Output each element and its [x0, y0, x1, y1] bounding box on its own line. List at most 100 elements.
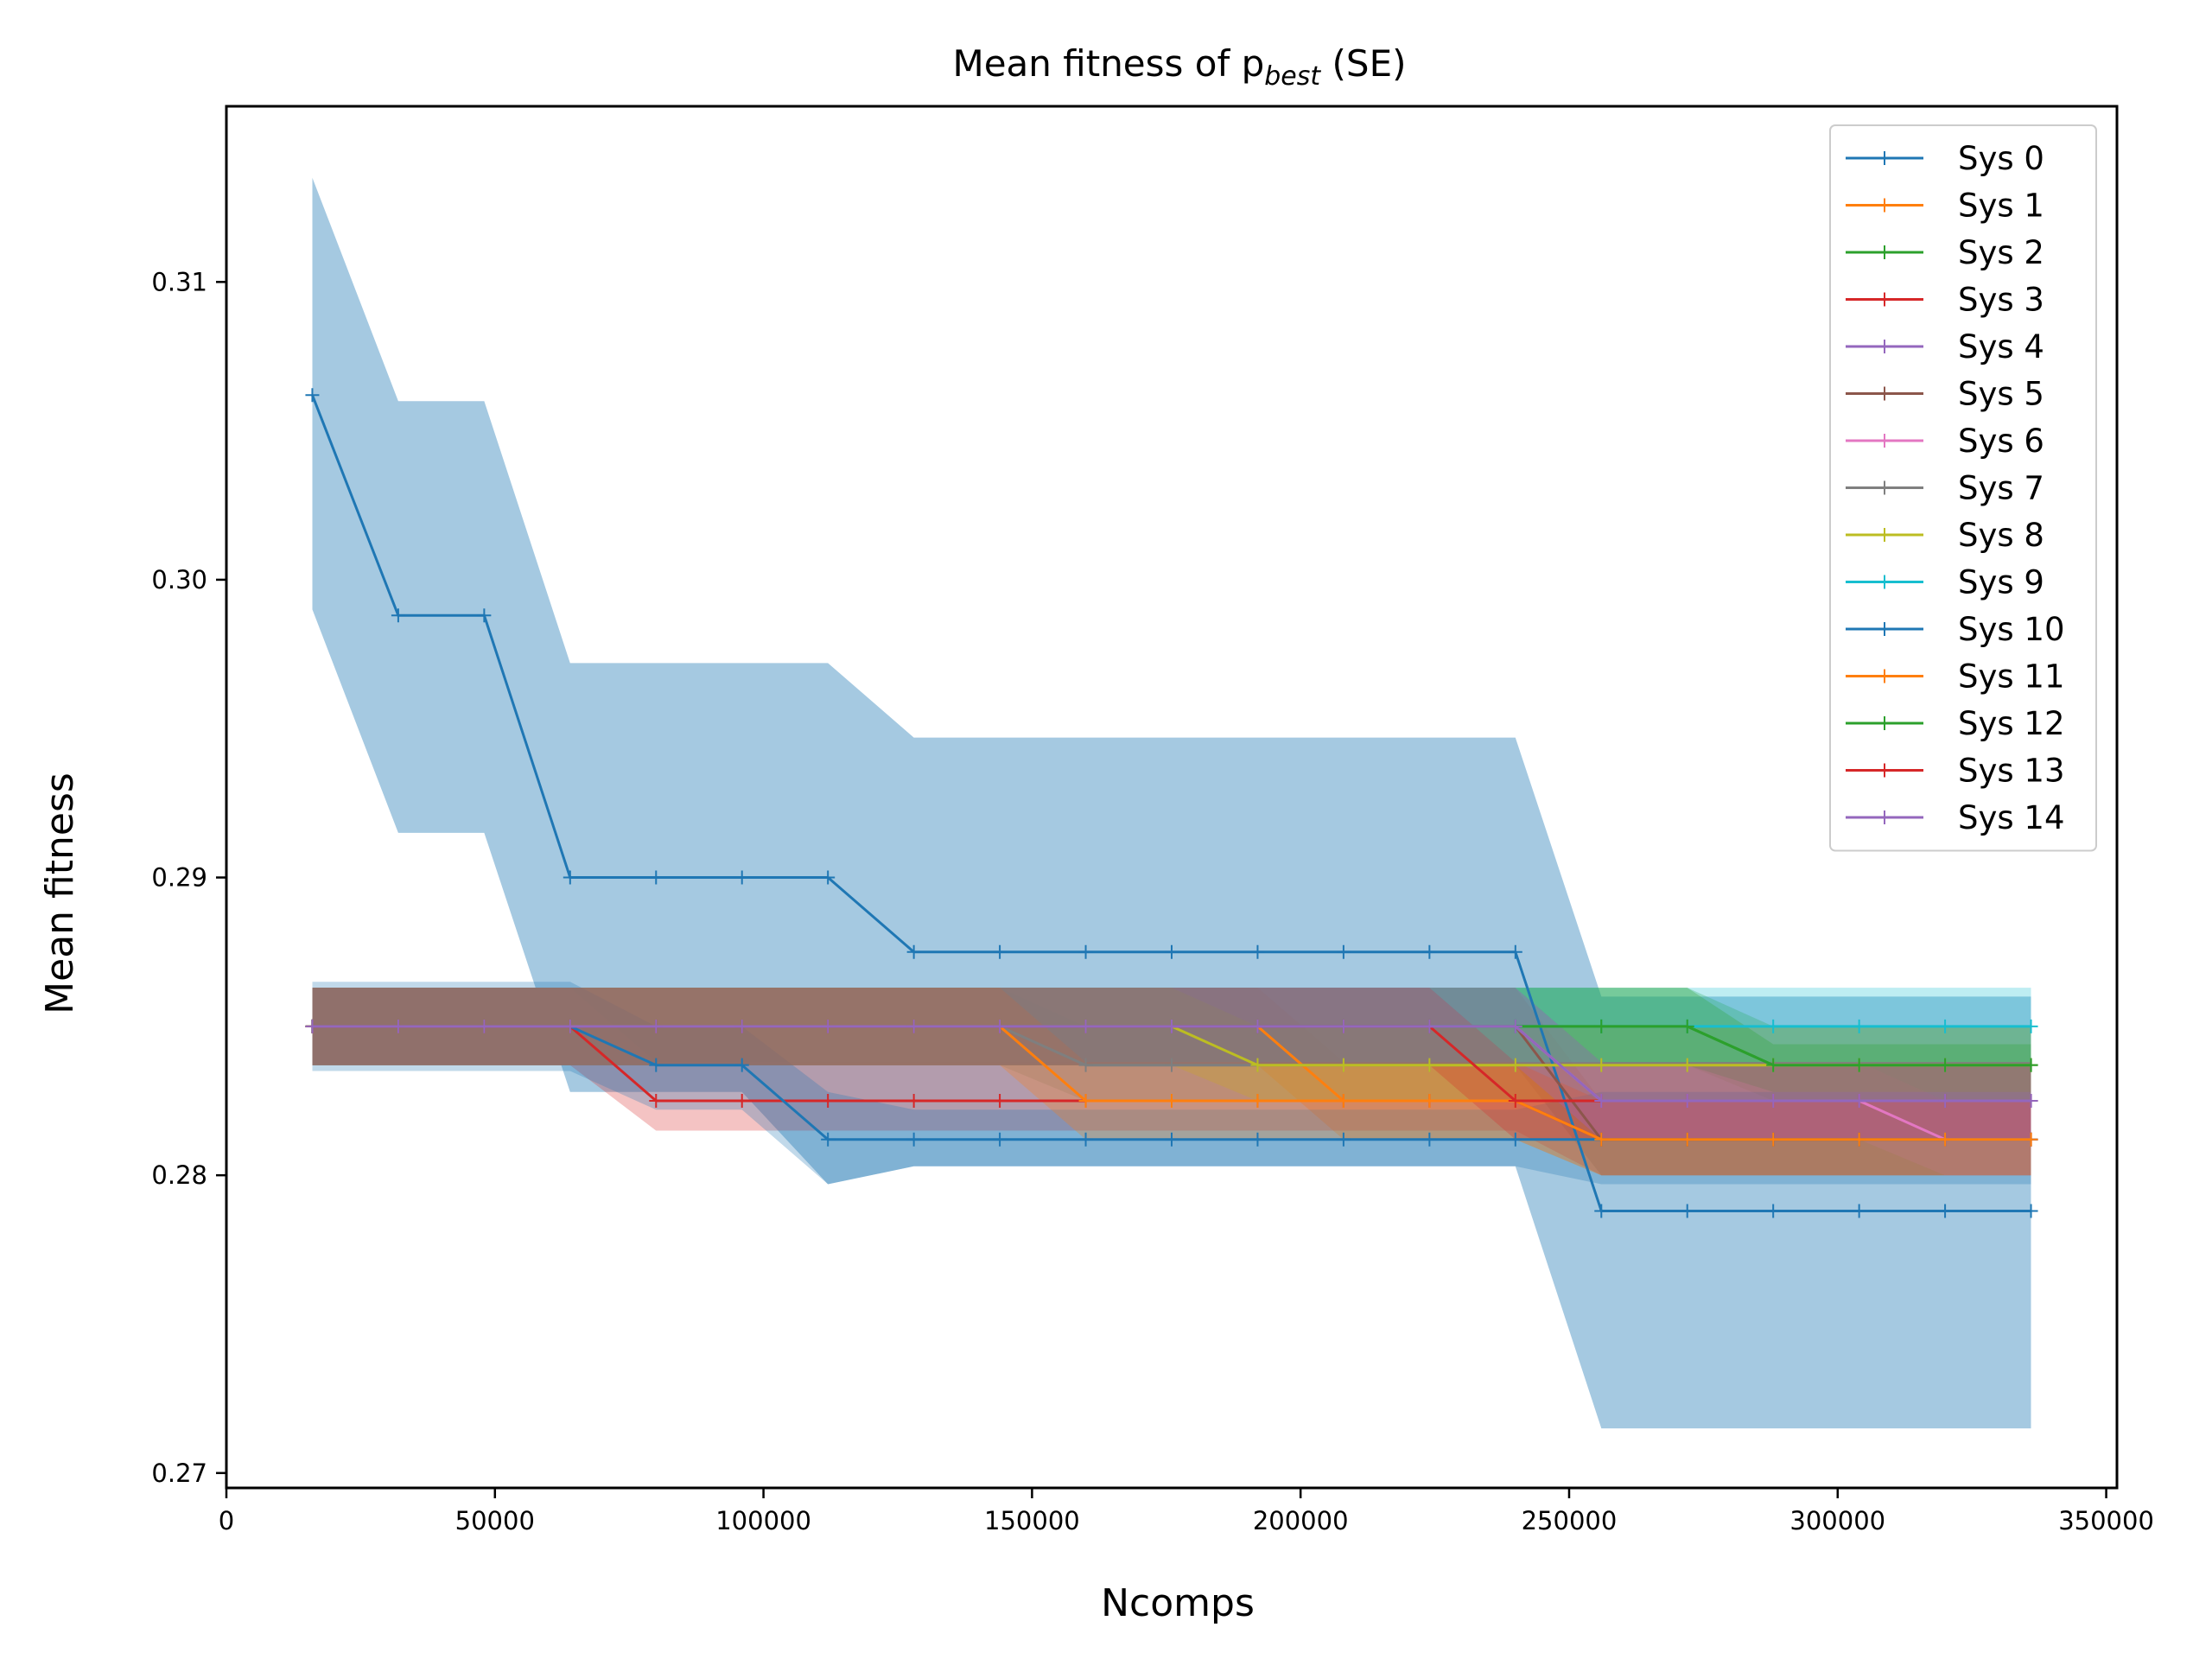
y-tick-label: 0.30 — [151, 565, 207, 594]
legend-marker — [1878, 669, 1891, 683]
chart-title-suffix: (SE) — [1320, 42, 1406, 85]
legend-item-sys-6: Sys 6 — [1846, 423, 2044, 460]
point-sys-11-15 — [1594, 1132, 1609, 1147]
legend-label: Sys 6 — [1958, 423, 2044, 460]
point-sys-3-8 — [993, 1094, 1007, 1108]
legend-label: Sys 7 — [1958, 470, 2044, 507]
point-sys-0-2 — [477, 608, 492, 623]
point-sys-14-6 — [821, 1019, 836, 1033]
y-tick-label: 0.29 — [151, 863, 207, 893]
point-sys-13-14 — [1508, 1094, 1522, 1108]
legend-label: Sys 13 — [1958, 753, 2065, 790]
point-sys-8-13 — [1422, 1058, 1437, 1072]
legend-label: Sys 12 — [1958, 705, 2065, 742]
point-sys-10-7 — [906, 1132, 921, 1147]
point-sys-0-6 — [821, 870, 836, 885]
point-sys-8-16 — [1680, 1058, 1694, 1072]
chart-title-subscript: best — [1264, 61, 1321, 92]
plot-area: 0 50000 100000 150000 200000 250000 300000 3500… — [151, 105, 2154, 1535]
legend-label: Sys 9 — [1958, 564, 2044, 601]
point-sys-10-5 — [734, 1058, 749, 1072]
point-sys-12-20 — [2024, 1058, 2038, 1072]
legend-item-sys-9: Sys 9 — [1846, 564, 2044, 601]
point-sys-11-9 — [1078, 1094, 1093, 1108]
x-tick-label: 100000 — [715, 1506, 811, 1535]
point-sys-11-17 — [1766, 1132, 1781, 1147]
point-sys-11-19 — [1938, 1132, 1953, 1147]
point-sys-14-19 — [1938, 1094, 1953, 1108]
legend-marker — [1878, 434, 1891, 448]
legend-marker — [1878, 386, 1891, 401]
legend-label: Sys 14 — [1958, 799, 2065, 836]
point-sys-14-10 — [1165, 1019, 1179, 1033]
legend-box — [1829, 124, 2097, 852]
series-sys-0 — [305, 388, 2038, 1218]
point-sys-14-18 — [1852, 1094, 1866, 1108]
point-sys-0-11 — [1250, 944, 1265, 959]
point-sys-0-17 — [1766, 1204, 1781, 1218]
point-sys-9-19 — [1938, 1019, 1953, 1033]
point-sys-14-4 — [649, 1019, 664, 1033]
point-sys-14-2 — [477, 1019, 492, 1033]
y-axis-label: Mean fitness — [38, 772, 82, 1014]
legend-marker — [1878, 292, 1891, 307]
legend-label: Sys 4 — [1958, 328, 2044, 365]
legend-marker — [1878, 810, 1891, 824]
point-sys-14-9 — [1078, 1019, 1093, 1033]
legend-item-sys-10: Sys 10 — [1846, 611, 2065, 648]
legend-item-sys-13: Sys 13 — [1846, 753, 2065, 790]
point-sys-10-11 — [1250, 1132, 1265, 1147]
point-sys-0-5 — [734, 870, 749, 885]
point-sys-14-20 — [2024, 1094, 2038, 1108]
error-band-sys-7 — [312, 988, 2031, 1101]
point-sys-0-0 — [305, 388, 320, 403]
plot-inner — [305, 177, 2038, 1429]
x-tick-label: 50000 — [455, 1506, 535, 1535]
legend-label: Sys 2 — [1958, 234, 2044, 271]
legend-item-sys-4: Sys 4 — [1846, 328, 2044, 365]
point-sys-9-18 — [1852, 1019, 1866, 1033]
point-sys-11-18 — [1852, 1132, 1866, 1147]
x-tick-label: 200000 — [1253, 1506, 1349, 1535]
point-sys-3-4 — [649, 1094, 664, 1108]
point-sys-14-0 — [305, 1019, 320, 1033]
legend-label: Sys 11 — [1958, 658, 2065, 696]
legend-item-sys-2: Sys 2 — [1846, 234, 2044, 271]
legend-item-sys-14: Sys 14 — [1846, 799, 2065, 836]
legend-label: Sys 0 — [1958, 140, 2044, 177]
point-sys-9-20 — [2024, 1019, 2038, 1033]
point-sys-8-15 — [1594, 1058, 1609, 1072]
point-sys-11-16 — [1680, 1132, 1694, 1147]
point-sys-8-12 — [1336, 1058, 1351, 1072]
legend-item-sys-0: Sys 0 — [1846, 140, 2044, 177]
error-band-sys-2 — [312, 988, 2031, 1101]
point-sys-12-17 — [1766, 1058, 1781, 1072]
point-sys-0-8 — [993, 944, 1007, 959]
series-sys-14 — [305, 1019, 2038, 1108]
legend-marker — [1878, 716, 1891, 730]
error-band-sys-5 — [312, 988, 2031, 1176]
point-sys-10-9 — [1078, 1132, 1093, 1147]
point-sys-14-3 — [563, 1019, 577, 1033]
legend-item-sys-3: Sys 3 — [1846, 282, 2044, 319]
point-sys-12-18 — [1852, 1058, 1866, 1072]
error-band-sys-8 — [312, 988, 2031, 1101]
axes-frame — [225, 105, 2119, 1490]
legend-item-sys-8: Sys 8 — [1846, 517, 2044, 554]
error-band-sys-11 — [312, 988, 2031, 1176]
x-tick-label: 250000 — [1522, 1506, 1618, 1535]
legend-marker — [1878, 480, 1891, 495]
chart-title: Mean fitness of pbest (SE) — [952, 42, 1406, 92]
point-sys-14-7 — [906, 1019, 921, 1033]
point-sys-14-8 — [993, 1019, 1007, 1033]
point-sys-10-4 — [649, 1058, 664, 1072]
point-sys-10-10 — [1165, 1132, 1179, 1147]
legend-marker — [1878, 198, 1891, 213]
point-sys-12-19 — [1938, 1058, 1953, 1072]
point-sys-14-13 — [1422, 1019, 1437, 1033]
point-sys-14-14 — [1508, 1019, 1522, 1033]
point-sys-10-12 — [1336, 1132, 1351, 1147]
y-tick-label: 0.28 — [151, 1160, 207, 1190]
x-tick-label: 350000 — [2058, 1506, 2154, 1535]
